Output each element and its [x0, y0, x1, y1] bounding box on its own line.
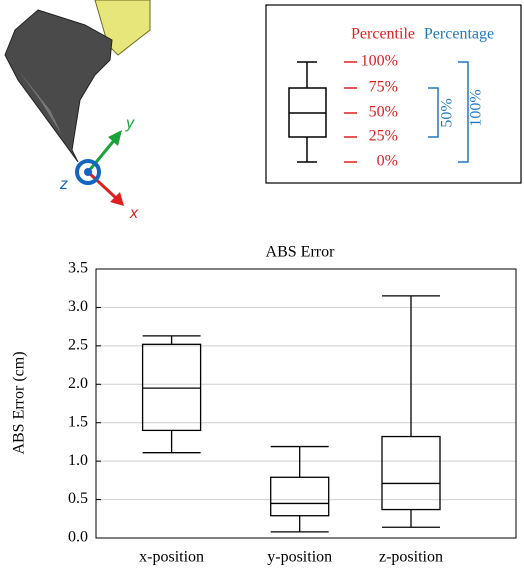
box [143, 344, 201, 430]
y-tick-label: 0.5 [68, 490, 88, 507]
box [271, 477, 329, 515]
bucket [5, 10, 112, 162]
y-axis-arrow [88, 138, 116, 172]
figure: x y z Percentile Percentage 50% 100% ABS… [0, 0, 524, 570]
x-tick-label: z-position [379, 549, 443, 566]
legend-percentage: 50% [439, 98, 456, 127]
y-tick-label: 3.5 [68, 260, 88, 277]
chart-title: ABS Error [266, 244, 336, 261]
axis-label: y [125, 115, 135, 132]
legend-percentile: 0% [377, 153, 398, 170]
axis-label: x [129, 205, 139, 222]
x-tick-label: x-position [139, 549, 204, 566]
y-tick-label: 2.5 [68, 337, 88, 354]
illustration: x y z [5, 0, 150, 222]
x-axis-arrow [88, 172, 116, 198]
legend-percentile: 50% [369, 104, 398, 121]
legend-header: Percentage [424, 26, 494, 43]
y-tick-label: 3.0 [68, 298, 88, 315]
legend-header: Percentile [351, 26, 415, 43]
legend-percentage: 100% [468, 89, 485, 126]
y-tick-label: 0.0 [68, 529, 88, 546]
x-tick-label: y-position [267, 549, 332, 566]
legend-percentile: 25% [369, 128, 398, 145]
plot-frame [96, 269, 516, 538]
z-axis-dot [84, 168, 92, 176]
page: x y z Percentile Percentage 50% 100% ABS… [0, 0, 524, 570]
axis-label: z [59, 176, 68, 193]
y-tick-label: 2.0 [68, 375, 88, 392]
legend-percentile: 75% [369, 79, 398, 96]
legend-percentile: 100% [361, 53, 398, 70]
y-tick-label: 1.0 [68, 452, 88, 469]
box [382, 437, 440, 510]
y-axis-label: ABS Error (cm) [11, 351, 28, 454]
y-tick-label: 1.5 [68, 413, 88, 430]
